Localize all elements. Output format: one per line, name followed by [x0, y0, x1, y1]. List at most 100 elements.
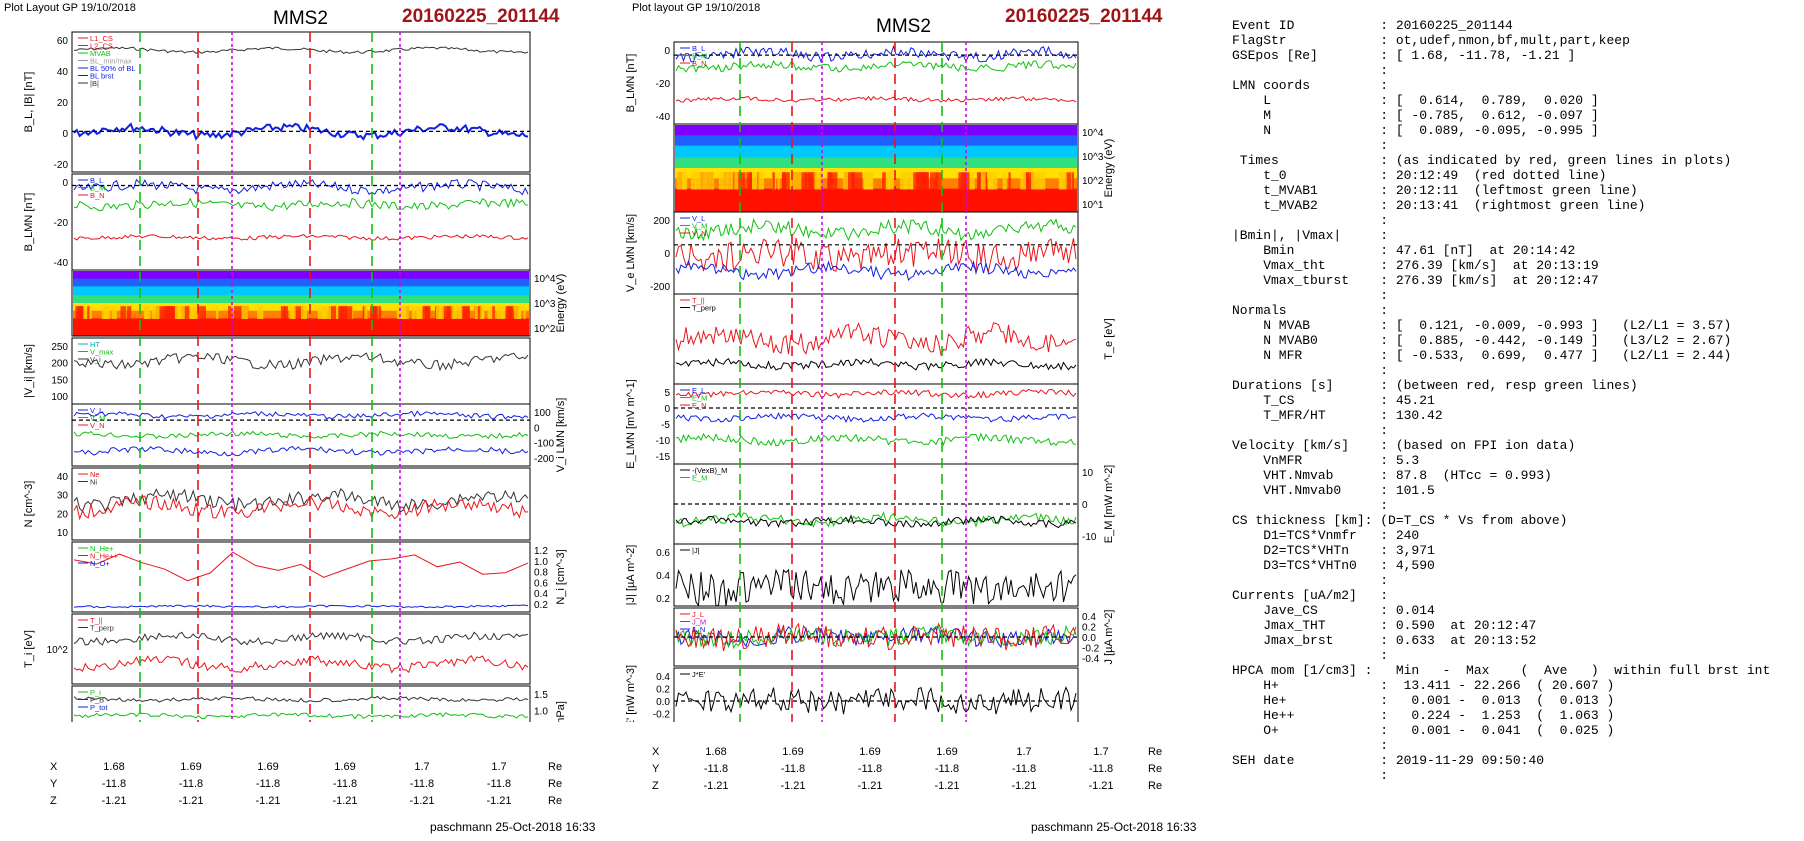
tick-label: 0 [1082, 500, 1088, 511]
spectrogram-streak [748, 172, 752, 190]
legend-label: B_N [692, 59, 707, 68]
spectrogram-streak [1002, 172, 1007, 190]
tick-label: 0.0 [656, 697, 670, 708]
tick-label: 5 [664, 388, 670, 399]
series-line [73, 655, 529, 674]
panel-5: V_i LMN [km/s] 100 0 -100 -200 V_LV_MV_N [71, 398, 567, 472]
spectrogram-streak [87, 306, 90, 319]
tick-label: 0 [664, 249, 670, 260]
axis-label: |V_i| [km/s] [23, 344, 35, 398]
tick-label: 100 [51, 392, 68, 403]
spectrogram-streak [446, 306, 454, 319]
axis-label: B_LMN [nT] [625, 54, 637, 113]
ephemeris-row-label: Z [50, 795, 57, 807]
ephemeris-cell: -1.21 [857, 780, 883, 792]
spectrogram-streak [788, 172, 793, 190]
spectrogram-streak [701, 172, 706, 190]
tick-label: -10 [1082, 532, 1097, 543]
legend-label: V_max [90, 348, 114, 357]
spectrogram-streak [827, 172, 838, 190]
series-line [675, 95, 1077, 103]
series-line [73, 178, 529, 196]
panel-2: B_LMN [nT] 0 -20 -40 B_LB_MB_N [23, 173, 531, 271]
ephemeris-cell: -11.8 [486, 778, 512, 790]
spectrogram-streak [289, 306, 296, 319]
spectrogram-band [675, 168, 1077, 179]
panel-8: J [µA m^-2] 0.40.20.0-0.2-0.4 J_LJ_MJ_N [673, 607, 1115, 667]
spectrogram-streak [480, 306, 485, 319]
spectrogram-streak [166, 306, 175, 319]
spectrogram-streak [451, 306, 458, 319]
ephemeris-cell: -1.21 [486, 795, 512, 807]
legend-label: V_M [692, 222, 707, 231]
series-line [675, 388, 1077, 399]
tick-label: -0.4 [1082, 654, 1100, 665]
panel-7: N_i [cm^-3] 1.21.00.80.60.40.2 N_He+N_He++… [71, 541, 567, 613]
legend-label: E_M [692, 474, 707, 483]
panel-2: Energy (eV)10^4 10^3 10^2 10^1 [673, 123, 1115, 213]
spectrogram-streak [978, 172, 981, 190]
event-info-panel: Event ID : 20160225_201144 FlagStr : ot,u… [1232, 18, 1770, 783]
series-line [675, 412, 1077, 423]
panel-9: P [nPa]1.51.00.50.0P_iP_BP_tot [71, 685, 567, 722]
ephemeris-cell: -1.21 [255, 795, 281, 807]
spectrogram-streak [887, 172, 891, 190]
spectrogram-streak [127, 306, 132, 319]
tick-label: 10^2 [534, 324, 556, 335]
left-plot-stack: B_L, |B| [nT]6040200-20L1_CSL2_CSMVABBL_… [23, 31, 567, 722]
ephemeris-cell: -11.8 [1088, 763, 1114, 775]
spectrogram-streak [328, 306, 336, 319]
axis-label: N_i [cm^-3] [555, 549, 567, 604]
spectrogram-streak [338, 306, 348, 319]
series-line [73, 445, 529, 457]
spectrogram-streak [400, 306, 409, 319]
panel-1: B_LMN [nT] 0 -20 -40 B_LB_MB_N [625, 41, 1079, 125]
ephemeris-cell: -11.8 [780, 763, 806, 775]
spectrogram-streak [377, 306, 382, 319]
spectrogram-streak [935, 172, 942, 190]
spectrogram-streak [111, 306, 117, 319]
axis-label: T_e [eV] [1103, 318, 1115, 360]
spectrogram-streak [915, 172, 924, 190]
series-line [675, 357, 1077, 371]
ephemeris-cell: -11.8 [255, 778, 281, 790]
spectrogram-streak [1065, 172, 1071, 190]
tick-label: 0 [62, 178, 68, 189]
tick-label: 40 [57, 472, 69, 483]
ephemeris-cell: 1.68 [705, 746, 727, 758]
axis-label: T_i [eV] [23, 630, 35, 668]
legend-label: V_N [692, 229, 707, 238]
panel-frame [71, 685, 531, 722]
tick-label: -20 [54, 160, 69, 171]
legend-label: |B| [90, 79, 99, 88]
info-line: N : [ 0.089, -0.095, -0.995 ] [1232, 123, 1599, 138]
spectrogram-streak [930, 172, 938, 190]
spectrogram-streak [777, 172, 780, 190]
info-line: Jmax_THT : 0.590 at 20:12:47 [1232, 618, 1537, 633]
info-line: Vmax_tburst : 276.39 [km/s] at 20:12:47 [1232, 273, 1599, 288]
tick-label: 10 [1082, 468, 1094, 479]
ephemeris-cell: -11.8 [857, 763, 883, 775]
tick-label: 10^2 [47, 645, 69, 656]
spectrogram-streak [792, 172, 802, 190]
spectrogram-streak [682, 172, 688, 190]
spectrogram-streak [847, 172, 855, 190]
spectrogram-streak [502, 306, 506, 319]
info-line: He++ : 0.224 - 1.253 ( 1.063 ) [1232, 708, 1615, 723]
panel-frame [673, 211, 1079, 295]
spectrogram-streak [814, 172, 822, 190]
tick-label: 30 [57, 491, 69, 502]
spectrogram-streak [241, 306, 249, 319]
tick-label: -0.2 [653, 710, 671, 721]
series-line [73, 352, 529, 372]
spectrogram-streak [750, 172, 760, 190]
spectrogram-streak [474, 306, 478, 319]
axis-label: Energy (eV) [1103, 139, 1115, 198]
axis-label: Energy (eV) [555, 274, 567, 333]
spectrogram-streak [280, 306, 289, 319]
axis-label: J*E' [nW m^-3] [625, 665, 637, 722]
ephemeris-unit: Re [548, 795, 563, 807]
spectrogram-streak [300, 306, 308, 319]
tick-label: 10^1 [1082, 200, 1104, 211]
spectrogram-streak [1041, 172, 1046, 190]
